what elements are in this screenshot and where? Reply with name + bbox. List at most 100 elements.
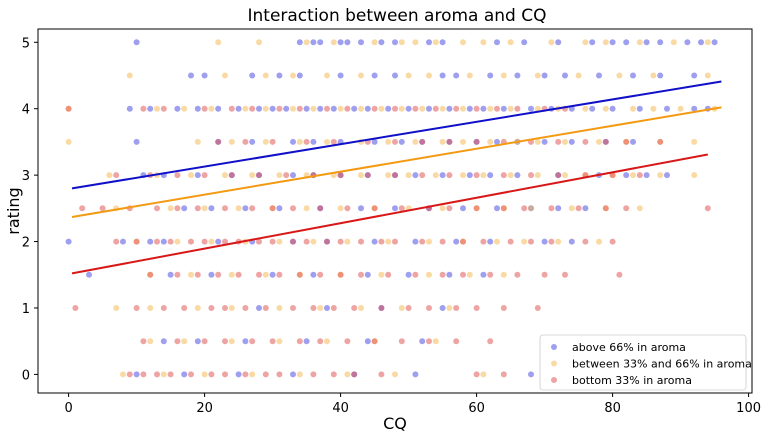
data-point-s1-14: [582, 39, 589, 46]
data-point-s0-154: [181, 371, 188, 378]
data-point-s2-13: [432, 105, 439, 112]
data-point-s1-6: [371, 39, 378, 46]
data-point-s0-58: [466, 105, 473, 112]
data-point-s1-139: [147, 305, 154, 311]
data-point-s0-140: [405, 271, 412, 278]
data-point-s0-72: [249, 138, 256, 145]
data-point-s1-67: [460, 138, 466, 145]
data-point-s2-107: [147, 271, 154, 278]
data-point-s2-45: [337, 172, 344, 179]
data-point-s1-61: [296, 138, 303, 145]
data-point-s1-97: [691, 172, 698, 179]
data-point-s1-49: [507, 105, 514, 112]
data-point-s2-62: [194, 205, 201, 212]
data-point-s2-171: [330, 371, 337, 378]
data-point-s1-55: [650, 105, 657, 112]
data-point-s1-23: [324, 72, 330, 79]
data-point-s0-152: [419, 338, 426, 345]
data-point-s1-19: [126, 72, 133, 79]
data-point-s2-163: [167, 371, 174, 378]
data-point-s1-141: [228, 305, 235, 311]
data-point-s2-172: [351, 371, 358, 378]
data-point-s1-89: [480, 172, 487, 179]
data-point-s0-18: [657, 39, 664, 46]
data-point-s0-143: [256, 305, 262, 311]
data-point-s1-21: [262, 72, 269, 79]
data-point-s0-121: [120, 238, 126, 245]
data-point-s1-4: [303, 39, 310, 46]
data-point-s1-46: [439, 105, 446, 112]
data-point-s2-108: [174, 271, 181, 278]
data-point-s0-17: [643, 39, 650, 46]
y-tick-label-5: 5: [22, 36, 30, 51]
data-point-s1-39: [290, 105, 296, 112]
data-point-s2-158: [453, 338, 460, 345]
data-point-s2-94: [337, 238, 344, 245]
data-point-s2-150: [249, 338, 256, 345]
data-point-s2-83: [154, 238, 160, 245]
data-point-s1-34: [154, 105, 160, 112]
data-point-s2-157: [426, 338, 432, 345]
data-point-s0-46: [256, 105, 262, 112]
data-point-s0-25: [276, 72, 283, 79]
data-point-s0-156: [290, 371, 296, 378]
data-point-s0-11: [494, 39, 500, 46]
data-point-s0-116: [494, 205, 500, 212]
data-point-s2-156: [398, 338, 405, 345]
fit-line-1: [71, 106, 722, 218]
data-point-s2-24: [330, 138, 337, 145]
data-point-s0-7: [378, 39, 385, 46]
data-point-s1-111: [568, 205, 575, 212]
data-point-s1-96: [657, 172, 664, 179]
data-point-s1-71: [562, 138, 568, 145]
data-point-s1-157: [249, 371, 256, 378]
data-point-s2-129: [160, 305, 167, 311]
data-point-s0-115: [460, 205, 466, 212]
data-point-s1-59: [228, 138, 235, 145]
data-point-s2-173: [378, 371, 385, 378]
data-point-s2-5: [249, 105, 256, 112]
data-point-s1-160: [392, 371, 398, 378]
data-point-s2-70: [398, 205, 405, 212]
data-point-s0-29: [392, 72, 398, 79]
data-point-s2-119: [412, 271, 419, 278]
data-point-s2-87: [222, 238, 228, 245]
data-point-s0-107: [181, 205, 188, 212]
plot-frame: [37, 28, 753, 394]
data-point-s2-1: [140, 105, 147, 112]
data-point-s1-118: [276, 238, 283, 245]
data-point-s0-132: [541, 238, 548, 245]
data-point-s0-89: [194, 172, 201, 179]
data-point-s0-113: [392, 205, 398, 212]
data-point-s1-20: [222, 72, 228, 79]
data-point-s0-106: [664, 172, 670, 179]
data-point-s1-58: [194, 138, 201, 145]
y-axis-ticks: 0 1 2 3 4 5: [22, 36, 38, 383]
data-point-s0-33: [514, 72, 521, 79]
data-point-s2-58: [99, 205, 106, 212]
data-point-s1-12: [507, 39, 514, 46]
data-point-s1-28: [500, 72, 507, 79]
data-point-s1-103: [303, 205, 310, 212]
data-point-s0-133: [568, 238, 575, 245]
data-point-s1-18: [704, 39, 711, 46]
fit-lines-layer: [71, 80, 722, 275]
data-point-s2-132: [222, 305, 228, 311]
data-point-s0-60: [500, 105, 507, 112]
data-point-s0-1: [296, 39, 303, 46]
data-point-s1-100: [201, 205, 208, 212]
data-point-s0-124: [215, 238, 222, 245]
chart-title: Interaction between aroma and CQ: [247, 6, 546, 26]
data-point-s1-16: [636, 39, 643, 46]
data-point-s2-154: [344, 338, 351, 345]
data-point-s2-69: [371, 205, 378, 212]
data-point-s1-127: [596, 238, 602, 245]
data-point-s1-29: [534, 72, 541, 79]
data-point-s0-47: [269, 105, 276, 112]
data-point-s0-97: [412, 172, 419, 179]
x-tick-label-2: 40: [332, 401, 349, 416]
data-point-s0-100: [487, 172, 494, 179]
data-point-s0-86: [630, 138, 636, 145]
data-point-s2-91: [290, 238, 296, 245]
data-point-s2-12: [412, 105, 419, 112]
